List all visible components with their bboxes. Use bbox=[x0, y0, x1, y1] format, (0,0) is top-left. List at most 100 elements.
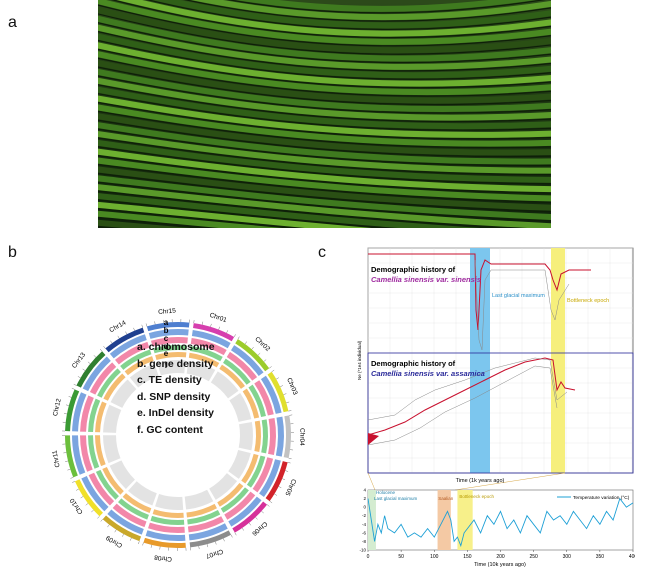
y-tick-label: -6 bbox=[362, 530, 366, 535]
circos-tick bbox=[76, 488, 79, 491]
chromosome-label-chr04: Chr04 bbox=[298, 428, 305, 446]
legend-te-density: c. TE density bbox=[137, 374, 202, 386]
circos-tick bbox=[93, 355, 97, 358]
circos-tick bbox=[114, 529, 117, 533]
chromosome-label-chr01: Chr01 bbox=[209, 312, 228, 324]
circos-track-f-chr07 bbox=[184, 489, 214, 510]
sinensis-psmc-line bbox=[368, 253, 591, 331]
circos-track-a-chr02 bbox=[235, 339, 270, 372]
tea-row-shadow bbox=[98, 128, 551, 167]
circos-track-e-chr08 bbox=[152, 509, 184, 518]
circos-track-e-chr09 bbox=[122, 493, 152, 513]
chromosome-label-chr08: Chr08 bbox=[154, 553, 173, 562]
circos-track-d-chr13 bbox=[97, 368, 121, 398]
circos-track-b-chr03 bbox=[260, 375, 282, 414]
circos-tick bbox=[286, 401, 290, 403]
track-letter-e: e bbox=[164, 349, 169, 358]
assamica-start-marker bbox=[368, 433, 379, 445]
circos-tick bbox=[288, 410, 292, 412]
chromosome-label-chr06: Chr06 bbox=[250, 520, 268, 537]
circos-tick bbox=[73, 383, 77, 386]
assamica-psmc-line bbox=[367, 357, 576, 436]
legend-chromosome: a. chromosome bbox=[137, 341, 215, 353]
circos-track-d-chr10 bbox=[95, 469, 119, 500]
y-tick-label: 4 bbox=[363, 488, 366, 493]
x-tick-label: 350 bbox=[596, 554, 605, 560]
circos-track-a-chr06 bbox=[232, 501, 268, 533]
tea-row-shadow bbox=[98, 181, 551, 222]
tea-row bbox=[98, 175, 551, 220]
tea-row-shadow bbox=[98, 190, 521, 228]
tea-row-shadow bbox=[98, 39, 551, 80]
circos-tick bbox=[138, 541, 140, 545]
circos-track-a-chr11 bbox=[65, 435, 78, 478]
chromosome-label-chr12: Chr12 bbox=[52, 398, 63, 417]
circos-track-d-chr05 bbox=[246, 455, 266, 488]
circos-tick bbox=[77, 376, 81, 379]
tea-plantation-illustration bbox=[98, 0, 551, 228]
circos-tick bbox=[68, 396, 72, 398]
legend-indel-density: e. InDel density bbox=[137, 407, 215, 419]
tea-row bbox=[98, 51, 551, 96]
circos-track-b-chr04 bbox=[275, 416, 284, 457]
circos-track-c-chr12 bbox=[80, 395, 94, 432]
circos-tick bbox=[198, 546, 200, 550]
tea-row bbox=[98, 210, 283, 228]
assamica-label-line1: Demographic history of bbox=[371, 359, 456, 368]
circos-track-a-chr03 bbox=[267, 371, 289, 413]
circos-track-e-chr13 bbox=[103, 373, 126, 401]
psmc-xlabel: Time (1k years ago) bbox=[456, 478, 505, 484]
circos-track-a-chr12 bbox=[65, 389, 80, 432]
tea-row bbox=[152, 0, 551, 29]
circos-tick bbox=[288, 457, 292, 459]
tea-row bbox=[235, 0, 536, 12]
tea-row-shadow bbox=[98, 155, 551, 194]
circos-track-d-chr11 bbox=[88, 435, 100, 469]
chromosome-label-chr09: Chr09 bbox=[105, 533, 124, 548]
chromosome-label-chr14: Chr14 bbox=[108, 319, 127, 334]
tea-row bbox=[98, 33, 551, 79]
legend-snp-density: d. SNP density bbox=[137, 390, 211, 403]
circos-tick bbox=[274, 493, 278, 496]
y-tick-label: 0 bbox=[363, 505, 366, 510]
circos-track-e-chr12 bbox=[95, 401, 107, 433]
tea-row-shadow bbox=[98, 119, 551, 158]
circos-tick bbox=[266, 504, 270, 507]
tea-row-shadow bbox=[98, 13, 551, 55]
circos-track-e-chr04 bbox=[254, 420, 261, 452]
assamica-bootstrap-line bbox=[367, 357, 568, 421]
circos-track-b-chr10 bbox=[81, 475, 109, 512]
circos-track-a-chr10 bbox=[74, 479, 103, 517]
circos-tick bbox=[201, 321, 204, 325]
circos-tick bbox=[269, 500, 273, 504]
demographic-history-figure: Demographic history of Camellia sinensis… bbox=[357, 247, 635, 568]
tea-row-shadow bbox=[98, 57, 551, 97]
circos-tick bbox=[103, 346, 106, 349]
circos-track-c-chr15 bbox=[150, 337, 188, 347]
circos-tick bbox=[65, 460, 69, 462]
tea-row bbox=[98, 77, 551, 121]
tea-row bbox=[190, 0, 551, 21]
circos-track-f-chr09 bbox=[128, 481, 157, 506]
circos-tick bbox=[251, 346, 254, 350]
circos-track-a-chr01 bbox=[193, 323, 235, 342]
circos-track-f-chr04 bbox=[238, 421, 253, 451]
tea-row bbox=[98, 6, 551, 54]
y-tick-label: -8 bbox=[362, 539, 366, 544]
tea-plantation-photo bbox=[98, 0, 551, 228]
tea-row bbox=[98, 122, 551, 165]
circos-track-d-chr09 bbox=[118, 498, 149, 520]
track-letter-b: b bbox=[164, 326, 169, 335]
circos-track-a-chr09 bbox=[102, 515, 142, 542]
circos-track-c-chr05 bbox=[252, 457, 274, 493]
circos-track-a-chr13 bbox=[76, 351, 106, 388]
circos-track-b-chr13 bbox=[82, 356, 111, 392]
x-tick-label: 300 bbox=[563, 554, 572, 560]
circos-track-f-chr01 bbox=[186, 360, 216, 382]
circos-track-a-chr08 bbox=[143, 537, 186, 548]
saalian-band bbox=[437, 490, 451, 550]
temperature-annotation: Last glacial maximum bbox=[374, 496, 418, 501]
tea-row bbox=[98, 219, 195, 228]
circos-track-f-chr06 bbox=[209, 473, 238, 500]
tea-row-shadow bbox=[98, 93, 551, 131]
